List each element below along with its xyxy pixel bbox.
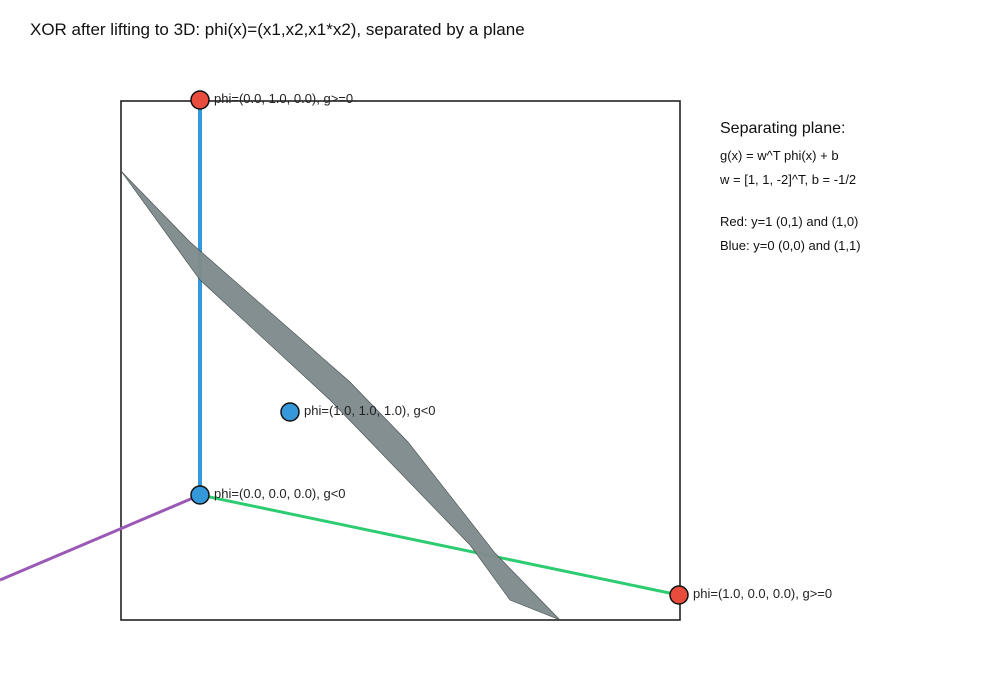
data-point [669,585,689,605]
point-label: phi=(0.0, 1.0, 0.0), g>=0 [214,91,353,106]
blue-class-note: Blue: y=0 (0,0) and (1,1) [720,238,861,253]
red-class-note: Red: y=1 (0,1) and (1,0) [720,214,859,229]
data-point [280,402,300,422]
plane-equation: g(x) = w^T phi(x) + b [720,148,839,163]
plane-weights: w = [1, 1, -2]^T, b = -1/2 [720,172,857,187]
x1-axis [199,493,680,597]
point-label: phi=(0.0, 0.0, 0.0), g<0 [214,486,346,501]
point-label: phi=(1.0, 0.0, 0.0), g>=0 [693,586,832,601]
x3-axis [0,493,201,582]
plane-info-panel: Separating plane: g(x) = w^T phi(x) + b … [720,120,990,262]
diagram-title: XOR after lifting to 3D: phi(x)=(x1,x2,x… [30,20,525,39]
data-point [190,485,210,505]
point-0-0-0: phi=(0.0, 0.0, 0.0), g<0 [190,485,346,505]
plot-frame [120,100,681,621]
point-label: phi=(1.0, 1.0, 1.0), g<0 [304,403,436,418]
panel-heading: Separating plane: [720,120,846,137]
point-1-0-0: phi=(1.0, 0.0, 0.0), g>=0 [669,585,832,605]
point-1-1-1: phi=(1.0, 1.0, 1.0), g<0 [280,402,436,422]
point-0-1-0: phi=(0.0, 1.0, 0.0), g>=0 [190,90,353,110]
data-point [190,90,210,110]
separating-plane [120,170,561,621]
